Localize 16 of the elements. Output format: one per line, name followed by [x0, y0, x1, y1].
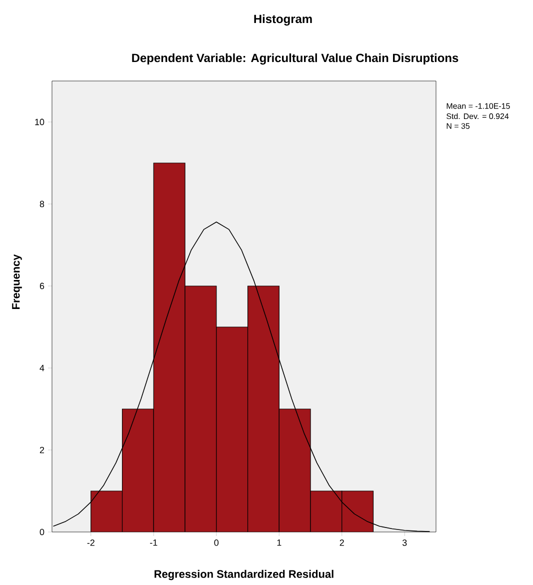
x-tick-label: 3	[402, 540, 407, 546]
x-tick-label: 1	[277, 540, 282, 546]
x-tick-label: 2	[340, 540, 344, 546]
y-tick-label: 4	[40, 364, 44, 372]
y-tick-label: 10	[35, 118, 44, 126]
y-tick-label: 2	[40, 446, 44, 454]
y-tick-label: 6	[40, 282, 44, 290]
chart-title: Histogram	[254, 14, 312, 26]
x-tick-label: -1	[150, 540, 158, 546]
y-tick-label: 8	[40, 200, 44, 208]
chart-subtitle: Dependent Variable: Agricultural Value Chain Disruptions	[132, 53, 458, 65]
x-tick-label: 0	[214, 540, 219, 546]
x-tick-label: -2	[87, 540, 94, 546]
y-tick-label: 0	[40, 528, 44, 536]
x-axis-title: Regression Standardized Residual	[154, 570, 334, 580]
y-axis-title: Frequency	[12, 254, 22, 309]
